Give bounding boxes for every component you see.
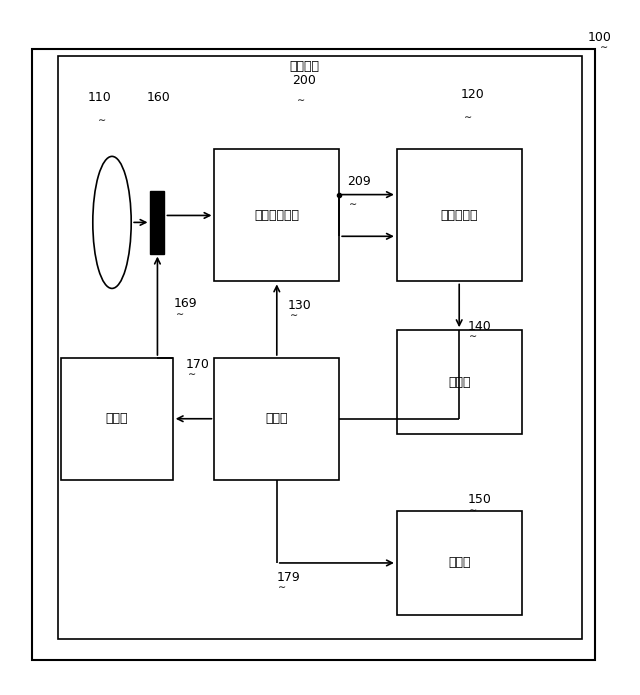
Text: 100: 100 — [588, 31, 611, 44]
Text: 170: 170 — [186, 358, 209, 371]
Text: 記録部: 記録部 — [448, 376, 470, 389]
Text: 169: 169 — [174, 297, 198, 311]
Text: 制御部: 制御部 — [266, 412, 288, 425]
Text: ∼: ∼ — [278, 582, 287, 592]
Text: ∼: ∼ — [176, 309, 184, 318]
Text: 110: 110 — [87, 91, 111, 104]
Bar — [214, 358, 339, 480]
Bar — [58, 56, 582, 639]
Text: ∼: ∼ — [290, 310, 298, 320]
Text: 140: 140 — [467, 320, 491, 333]
Text: ∼: ∼ — [188, 369, 196, 379]
Text: モータ: モータ — [106, 412, 128, 425]
Bar — [61, 358, 173, 480]
Text: 200: 200 — [292, 74, 316, 87]
Bar — [32, 49, 595, 660]
Text: 画像処理部: 画像処理部 — [440, 209, 478, 222]
Text: ∼: ∼ — [469, 331, 477, 341]
Text: ∼: ∼ — [464, 112, 472, 122]
Text: ∼: ∼ — [600, 42, 608, 52]
Text: ∼: ∼ — [469, 505, 477, 514]
Text: 測光部: 測光部 — [448, 557, 470, 569]
Ellipse shape — [93, 156, 131, 288]
Bar — [150, 191, 164, 254]
Text: 179: 179 — [276, 571, 300, 584]
Text: ∼: ∼ — [297, 95, 305, 105]
Bar — [397, 330, 522, 434]
Text: 130: 130 — [288, 299, 312, 312]
Bar — [214, 149, 339, 281]
Text: 150: 150 — [467, 493, 491, 507]
Text: ∼: ∼ — [99, 115, 106, 125]
Text: 固体撮像素子: 固体撮像素子 — [254, 209, 300, 222]
Text: 120: 120 — [461, 88, 484, 101]
Text: 209: 209 — [348, 174, 371, 188]
Text: 撮像装置: 撮像装置 — [289, 60, 319, 73]
Bar — [397, 511, 522, 615]
Text: 160: 160 — [147, 91, 171, 104]
Bar — [397, 149, 522, 281]
Text: ∼: ∼ — [349, 199, 358, 208]
